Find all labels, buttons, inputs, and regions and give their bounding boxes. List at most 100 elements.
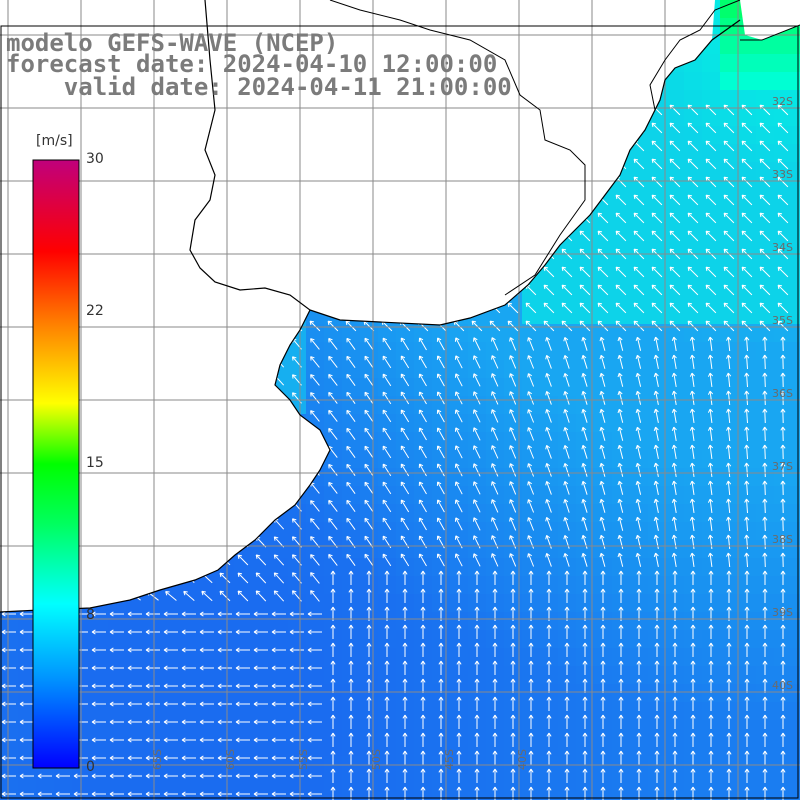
wind-arrow bbox=[762, 498, 768, 514]
wind-arrow bbox=[525, 230, 537, 242]
wind-arrow bbox=[672, 678, 678, 693]
wind-arrow bbox=[235, 755, 250, 761]
wind-arrow bbox=[273, 140, 285, 152]
wind-arrow bbox=[492, 786, 498, 800]
wind-arrow bbox=[672, 588, 678, 603]
wind-arrow bbox=[420, 624, 426, 639]
wind-arrow bbox=[400, 553, 410, 567]
wind-arrow bbox=[418, 337, 427, 351]
wind-arrow bbox=[635, 336, 642, 351]
wind-arrow bbox=[235, 773, 250, 779]
wind-arrow bbox=[364, 445, 374, 459]
wind-arrow bbox=[271, 611, 286, 617]
wind-arrow bbox=[327, 266, 339, 278]
wind-arrow bbox=[253, 701, 268, 707]
wind-arrow bbox=[219, 266, 231, 278]
wind-arrow bbox=[473, 499, 481, 513]
wind-arrow bbox=[546, 696, 552, 711]
wind-arrow bbox=[759, 122, 771, 134]
wind-arrow bbox=[473, 391, 481, 405]
longitude-label: 40S bbox=[516, 749, 529, 770]
wind-arrow bbox=[399, 140, 411, 152]
wind-arrow bbox=[91, 683, 106, 689]
wind-arrow bbox=[597, 176, 609, 188]
wind-arrow bbox=[741, 212, 753, 224]
wind-arrow bbox=[330, 624, 336, 639]
wind-arrow bbox=[563, 445, 570, 459]
wind-arrow bbox=[382, 517, 392, 531]
latitude-label: 32S bbox=[772, 95, 793, 108]
valid-date: valid date: 2024-04-11 21:00:00 bbox=[63, 73, 512, 101]
wind-arrow bbox=[129, 158, 141, 170]
wind-arrow bbox=[271, 629, 286, 635]
wind-arrow bbox=[543, 230, 555, 242]
wind-arrow bbox=[345, 284, 357, 296]
wind-arrow bbox=[564, 696, 570, 711]
wind-arrow bbox=[110, 393, 123, 403]
wind-arrow bbox=[528, 714, 534, 729]
wind-arrow bbox=[181, 755, 196, 761]
wind-arrow bbox=[436, 463, 445, 477]
wind-arrow bbox=[327, 158, 339, 170]
wind-arrow bbox=[328, 517, 338, 530]
wind-arrow bbox=[127, 611, 142, 617]
wind-arrow bbox=[328, 391, 338, 404]
wind-arrow bbox=[491, 409, 499, 423]
wind-arrow bbox=[129, 284, 141, 296]
wind-arrow bbox=[363, 158, 375, 170]
wind-arrow bbox=[163, 611, 178, 617]
wind-arrow bbox=[165, 194, 177, 206]
wind-arrow bbox=[271, 791, 286, 797]
wind-arrow bbox=[418, 409, 427, 423]
wind-arrow bbox=[618, 588, 624, 603]
wind-arrow bbox=[255, 482, 267, 494]
wind-arrow bbox=[545, 427, 552, 441]
wind-arrow bbox=[527, 409, 535, 423]
wind-arrow bbox=[2, 520, 16, 528]
wind-arrow bbox=[633, 284, 645, 296]
wind-arrow bbox=[255, 158, 267, 170]
wind-arrow bbox=[165, 573, 177, 583]
wind-arrow bbox=[307, 737, 322, 743]
wind-arrow bbox=[165, 339, 177, 349]
wind-arrow bbox=[183, 536, 195, 547]
wind-arrow bbox=[510, 588, 516, 603]
wind-arrow bbox=[759, 284, 771, 296]
wind-arrow bbox=[651, 230, 663, 242]
wind-arrow bbox=[474, 768, 480, 783]
wind-arrow bbox=[546, 588, 552, 603]
wind-arrow bbox=[309, 176, 321, 188]
wind-arrow bbox=[165, 158, 177, 170]
wind-arrow bbox=[492, 750, 498, 765]
wind-arrow bbox=[707, 372, 714, 387]
lagoon-outline bbox=[329, 0, 586, 296]
wind-arrow bbox=[330, 732, 336, 747]
wind-arrow bbox=[420, 750, 426, 765]
wind-arrow bbox=[237, 320, 249, 332]
wind-arrow bbox=[181, 683, 196, 689]
wind-arrow bbox=[726, 750, 732, 765]
wind-arrow bbox=[510, 570, 516, 585]
wind-arrow bbox=[235, 701, 250, 707]
wind-arrow bbox=[384, 588, 390, 603]
wind-arrow bbox=[654, 588, 660, 603]
wind-arrow bbox=[328, 337, 338, 350]
wind-arrow bbox=[217, 701, 232, 707]
wind-arrow bbox=[707, 498, 714, 513]
wind-arrow bbox=[545, 337, 552, 351]
wind-arrow bbox=[617, 444, 624, 459]
wind-arrow bbox=[201, 536, 213, 548]
wind-arrow bbox=[328, 463, 338, 476]
wind-arrow bbox=[762, 768, 768, 783]
wind-arrow bbox=[545, 517, 552, 531]
wind-arrow bbox=[653, 480, 659, 495]
wind-arrow bbox=[399, 302, 411, 314]
wind-arrow bbox=[454, 481, 463, 495]
wind-arrow bbox=[671, 390, 677, 405]
wind-arrow bbox=[345, 122, 357, 134]
wind-arrow bbox=[418, 373, 427, 387]
wind-arrow bbox=[456, 660, 462, 675]
wind-arrow bbox=[672, 714, 678, 729]
wind-arrow bbox=[669, 284, 681, 296]
wind-arrow bbox=[128, 375, 141, 385]
